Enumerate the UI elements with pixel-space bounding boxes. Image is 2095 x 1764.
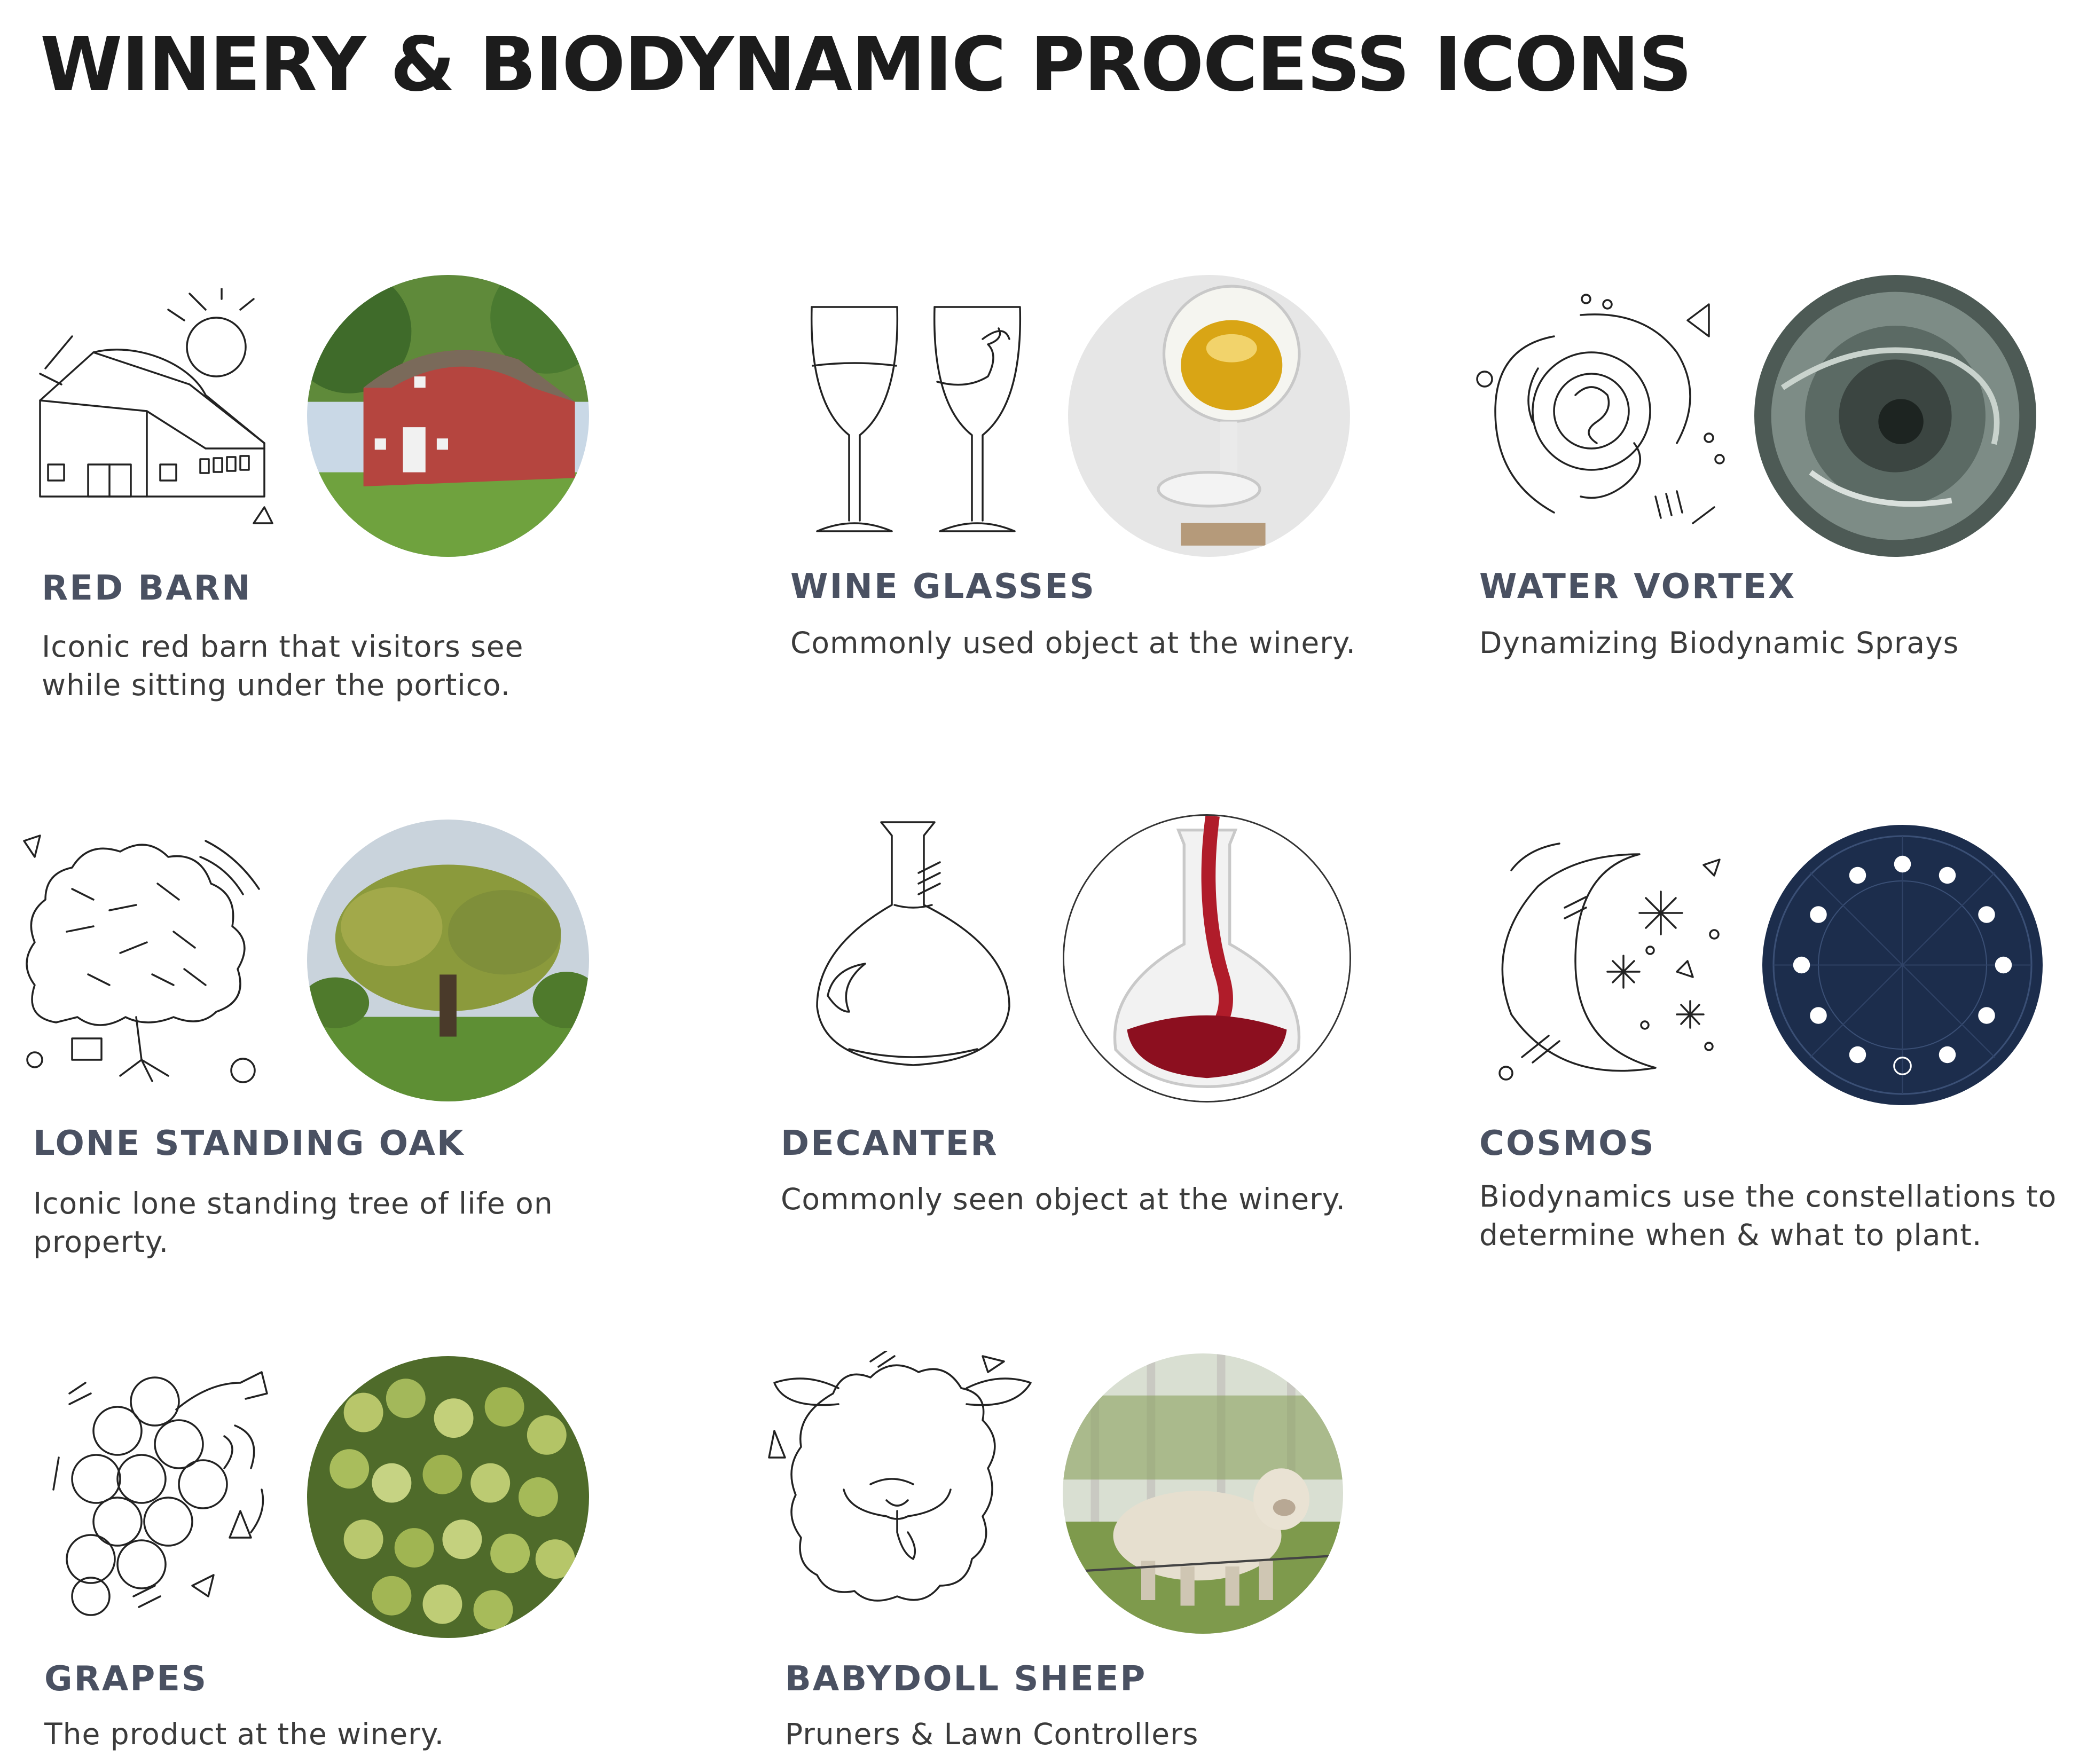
item-title: BABYDOLL SHEEP bbox=[785, 1659, 1147, 1699]
item-description: Iconic red barn that visitors see while … bbox=[42, 629, 524, 702]
moon-stars-icon bbox=[1479, 838, 1736, 1089]
oak-tree-icon bbox=[13, 825, 286, 1092]
item-description: Commonly seen object at the winery. bbox=[781, 1182, 1346, 1216]
oak-tree-photo bbox=[307, 820, 589, 1101]
item-title: RED BARN bbox=[42, 569, 252, 608]
item-description: Iconic lone standing tree of life on pro… bbox=[33, 1186, 553, 1259]
item-title: LONE STANDING OAK bbox=[33, 1124, 465, 1163]
item-description: Commonly used object at the winery. bbox=[790, 626, 1356, 660]
item-title: GRAPES bbox=[44, 1659, 208, 1699]
barn-icon bbox=[29, 288, 280, 534]
item-description: Pruners & Lawn Controllers bbox=[785, 1717, 1199, 1751]
cosmos-wheel-photo bbox=[1762, 825, 2043, 1105]
red-barn-photo bbox=[307, 275, 589, 557]
item-description: Biodynamics use the constellations to de… bbox=[1479, 1179, 2057, 1252]
page-title: WINERY & BIODYNAMIC PROCESS ICONS bbox=[40, 21, 1692, 108]
item-title: WATER VORTEX bbox=[1479, 567, 1796, 607]
wine-glasses-icon bbox=[806, 296, 1031, 537]
vortex-icon bbox=[1474, 288, 1730, 534]
item-title: DECANTER bbox=[781, 1124, 999, 1163]
decanter-photo bbox=[1063, 814, 1351, 1102]
sheep-icon bbox=[764, 1351, 1041, 1618]
item-description: Dynamizing Biodynamic Sprays bbox=[1479, 626, 1959, 660]
grapes-icon bbox=[48, 1361, 294, 1618]
item-title: WINE GLASSES bbox=[790, 567, 1096, 607]
water-vortex-photo bbox=[1754, 275, 2036, 557]
item-description: The product at the winery. bbox=[44, 1717, 445, 1751]
wine-glass-photo bbox=[1068, 275, 1350, 557]
decanter-icon bbox=[796, 814, 1031, 1076]
sheep-photo bbox=[1063, 1353, 1343, 1634]
grapes-photo bbox=[307, 1356, 589, 1638]
item-title: COSMOS bbox=[1479, 1124, 1655, 1163]
